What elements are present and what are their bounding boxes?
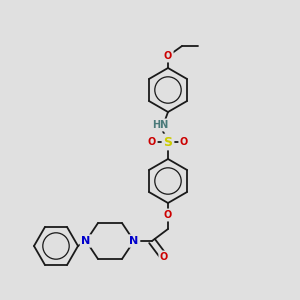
Text: O: O [160, 252, 168, 262]
Text: O: O [164, 210, 172, 220]
Text: HN: HN [152, 120, 168, 130]
Text: O: O [180, 137, 188, 147]
Text: N: N [81, 236, 91, 246]
Text: N: N [129, 236, 139, 246]
Text: O: O [164, 51, 172, 61]
Text: S: S [164, 136, 172, 148]
Text: O: O [148, 137, 156, 147]
